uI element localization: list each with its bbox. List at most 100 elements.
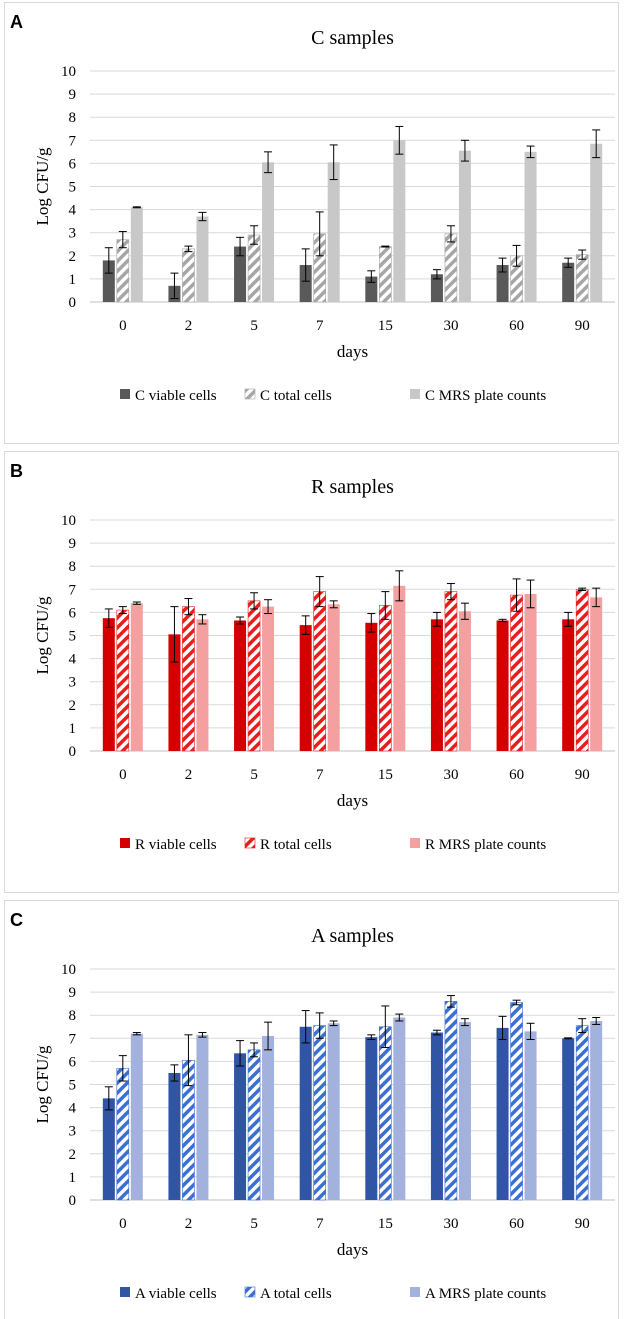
y-tick-label: 1 bbox=[69, 721, 77, 737]
bar bbox=[562, 619, 575, 751]
bar bbox=[365, 1037, 378, 1200]
bar bbox=[590, 143, 603, 302]
legend-label: C MRS plate counts bbox=[425, 388, 546, 404]
y-tick-label: 2 bbox=[69, 1147, 77, 1163]
x-tick-label: 5 bbox=[250, 767, 258, 783]
y-tick-label: 4 bbox=[69, 652, 77, 668]
bar bbox=[247, 600, 261, 752]
bar bbox=[130, 1033, 143, 1200]
y-tick-label: 4 bbox=[69, 203, 77, 219]
bar bbox=[262, 1035, 275, 1200]
chart-panel-c: C A samples 0 1 2 3 4 5 6 7 8 9 10 Log CFU/g 0 2 5 7 15 30 6… bbox=[4, 900, 619, 1319]
y-tick-label: 9 bbox=[69, 536, 77, 552]
bar bbox=[168, 634, 181, 751]
bar bbox=[510, 1002, 523, 1201]
x-tick-label: 5 bbox=[250, 1216, 258, 1232]
bar bbox=[379, 246, 392, 303]
x-tick-label: 0 bbox=[119, 1216, 127, 1232]
bar bbox=[116, 609, 130, 752]
x-tick-label: 90 bbox=[575, 318, 590, 334]
bar bbox=[196, 1034, 209, 1200]
y-tick-label: 3 bbox=[69, 1124, 77, 1140]
y-tick-label: 9 bbox=[69, 87, 77, 103]
panel-frame bbox=[4, 2, 619, 444]
bar bbox=[458, 150, 471, 302]
bar bbox=[444, 591, 458, 752]
legend-label: R viable cells bbox=[135, 837, 217, 853]
x-axis-label: days bbox=[337, 1240, 368, 1259]
bar bbox=[510, 594, 523, 752]
legend-swatch bbox=[244, 837, 256, 849]
bar bbox=[182, 248, 195, 303]
bar bbox=[496, 620, 509, 751]
y-tick-label: 3 bbox=[69, 675, 77, 691]
legend-swatch bbox=[410, 389, 420, 399]
bar bbox=[379, 1026, 392, 1201]
legend: R viable cells R total cells R MRS plate c… bbox=[120, 837, 546, 853]
bar bbox=[590, 1020, 603, 1200]
legend-swatch bbox=[410, 838, 420, 848]
bar bbox=[575, 1025, 589, 1201]
legend: A viable cells A total cells A MRS plate c… bbox=[120, 1286, 546, 1302]
legend-swatch bbox=[120, 838, 130, 848]
x-tick-label: 60 bbox=[509, 318, 524, 334]
x-tick-label: 15 bbox=[378, 767, 393, 783]
legend-label: A MRS plate counts bbox=[425, 1286, 546, 1302]
bar bbox=[234, 620, 247, 751]
legend-label: A total cells bbox=[260, 1286, 332, 1302]
bar bbox=[116, 1068, 130, 1201]
bar bbox=[575, 588, 589, 752]
bar bbox=[365, 622, 378, 751]
bar bbox=[313, 1025, 326, 1201]
bar bbox=[365, 276, 378, 302]
chart-panel-b: B R samples 0 1 2 3 4 5 6 7 8 9 10 Log CFU/g 0 2 5 7 15 30 6… bbox=[4, 451, 619, 893]
y-tick-label: 9 bbox=[69, 985, 77, 1001]
bar bbox=[458, 1022, 471, 1200]
bar bbox=[313, 591, 326, 752]
y-tick-label: 6 bbox=[69, 156, 77, 172]
y-tick-label: 4 bbox=[69, 1101, 77, 1117]
y-tick-label: 0 bbox=[69, 1193, 77, 1209]
x-axis-label: days bbox=[337, 342, 368, 361]
x-tick-label: 5 bbox=[250, 318, 258, 334]
bar bbox=[430, 274, 443, 302]
panel-letter: B bbox=[10, 461, 23, 481]
legend-swatch bbox=[244, 388, 256, 400]
x-tick-label: 30 bbox=[443, 767, 458, 783]
x-tick-label: 30 bbox=[443, 1216, 458, 1232]
chart-title: C samples bbox=[311, 27, 394, 49]
chart-title: A samples bbox=[311, 925, 394, 947]
y-tick-label: 0 bbox=[69, 295, 77, 311]
bar bbox=[393, 585, 406, 751]
y-tick-label: 8 bbox=[69, 1008, 77, 1024]
bar bbox=[327, 162, 340, 302]
bar bbox=[196, 619, 209, 751]
bar bbox=[247, 1049, 261, 1201]
x-tick-label: 15 bbox=[378, 318, 393, 334]
y-tick-label: 1 bbox=[69, 1170, 77, 1186]
bar bbox=[562, 1038, 575, 1200]
bar bbox=[168, 1072, 181, 1200]
y-tick-label: 1 bbox=[69, 272, 77, 288]
legend-label: R MRS plate counts bbox=[425, 837, 546, 853]
bar bbox=[562, 262, 575, 302]
y-tick-label: 10 bbox=[61, 513, 76, 529]
bar bbox=[496, 265, 509, 302]
x-tick-label: 90 bbox=[575, 767, 590, 783]
legend-swatch bbox=[244, 1286, 256, 1298]
y-tick-label: 5 bbox=[69, 180, 77, 196]
y-tick-label: 10 bbox=[61, 64, 76, 80]
bar bbox=[130, 603, 143, 751]
bar bbox=[524, 1031, 537, 1200]
bar bbox=[234, 246, 247, 302]
bar bbox=[299, 1026, 312, 1200]
x-tick-label: 2 bbox=[185, 1216, 193, 1232]
bar bbox=[444, 233, 458, 303]
y-tick-label: 7 bbox=[69, 133, 77, 149]
bar bbox=[262, 162, 275, 302]
bar bbox=[130, 207, 143, 302]
y-axis-label: Log CFU/g bbox=[33, 596, 52, 674]
x-tick-label: 7 bbox=[316, 1216, 324, 1232]
x-tick-label: 7 bbox=[316, 318, 324, 334]
